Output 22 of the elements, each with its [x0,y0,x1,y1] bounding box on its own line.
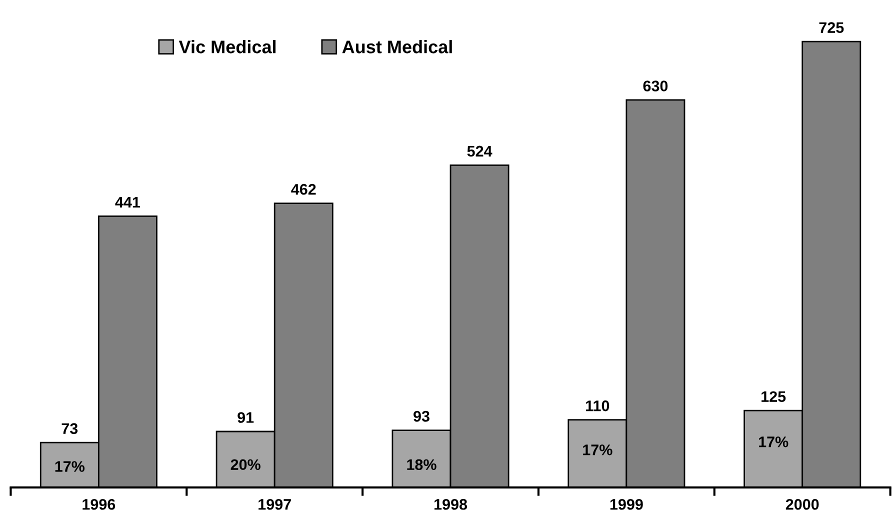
data-label: 91 [238,412,254,423]
annotation: 20% [230,459,260,470]
data-label: 630 [643,80,668,92]
x-tick-label: 1997 [258,498,291,510]
data-label: 73 [62,423,78,434]
data-label: 462 [291,184,316,195]
x-tick-label: 1996 [82,498,116,510]
annotation: 18% [407,459,436,470]
data-label: 725 [819,22,844,33]
data-label: 93 [414,410,430,422]
legend-label: Vic Medical [178,40,276,54]
data-label: 524 [467,146,492,157]
annotation: 17% [759,436,788,448]
data-label: 110 [586,400,610,412]
legend-label: Aust Medical [342,40,452,54]
annotation: 17% [583,444,612,456]
x-tick-label: 2000 [786,498,819,510]
data-label: 441 [115,196,140,208]
x-tick-label: 1999 [610,498,643,510]
data-label: 125 [762,391,786,402]
x-tick-label: 1998 [434,498,468,510]
annotation: 17% [55,461,85,472]
